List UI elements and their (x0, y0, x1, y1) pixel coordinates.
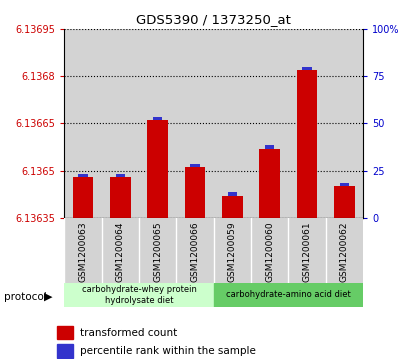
Bar (340, 183, 349, 186)
Text: GSM1200066: GSM1200066 (190, 221, 200, 282)
Bar (251, 218, 288, 283)
Title: GDS5390 / 1373250_at: GDS5390 / 1373250_at (136, 13, 291, 26)
Text: GSM1200061: GSM1200061 (303, 221, 312, 282)
Text: percentile rank within the sample: percentile rank within the sample (80, 346, 256, 356)
Text: GSM1200064: GSM1200064 (116, 221, 125, 282)
Text: GSM1200060: GSM1200060 (265, 221, 274, 282)
Bar (64, 218, 102, 283)
Bar (222, 196, 243, 218)
Bar (214, 218, 251, 283)
Text: ▶: ▶ (44, 291, 52, 302)
Bar (214, 283, 363, 307)
Text: carbohydrate-whey protein
hydrolysate diet: carbohydrate-whey protein hydrolysate di… (82, 285, 196, 305)
Bar (265, 145, 274, 148)
Bar (139, 218, 176, 283)
Bar (57, 344, 73, 358)
Bar (288, 29, 326, 218)
Bar (102, 218, 139, 283)
Bar (228, 192, 237, 196)
Bar (64, 29, 102, 218)
Bar (153, 117, 162, 120)
Bar (214, 29, 251, 218)
Text: GSM1200063: GSM1200063 (78, 221, 88, 282)
Text: GSM1200062: GSM1200062 (340, 221, 349, 282)
Bar (251, 29, 288, 218)
Bar (334, 186, 355, 218)
Bar (297, 70, 317, 218)
Text: transformed count: transformed count (80, 327, 177, 338)
Bar (139, 29, 176, 218)
Bar (110, 177, 131, 218)
Bar (176, 29, 214, 218)
Bar (190, 164, 200, 167)
Bar (259, 148, 280, 218)
Text: protocol: protocol (4, 291, 47, 302)
Bar (326, 29, 363, 218)
Bar (326, 218, 363, 283)
Bar (147, 120, 168, 218)
Bar (57, 326, 73, 339)
Bar (288, 218, 326, 283)
Bar (78, 174, 88, 177)
Bar (116, 174, 125, 177)
Text: GSM1200059: GSM1200059 (228, 221, 237, 282)
Bar (303, 66, 312, 70)
Bar (185, 167, 205, 218)
Bar (102, 29, 139, 218)
Text: GSM1200065: GSM1200065 (153, 221, 162, 282)
Bar (64, 283, 214, 307)
Bar (176, 218, 214, 283)
Text: carbohydrate-amino acid diet: carbohydrate-amino acid diet (226, 290, 351, 299)
Bar (73, 177, 93, 218)
